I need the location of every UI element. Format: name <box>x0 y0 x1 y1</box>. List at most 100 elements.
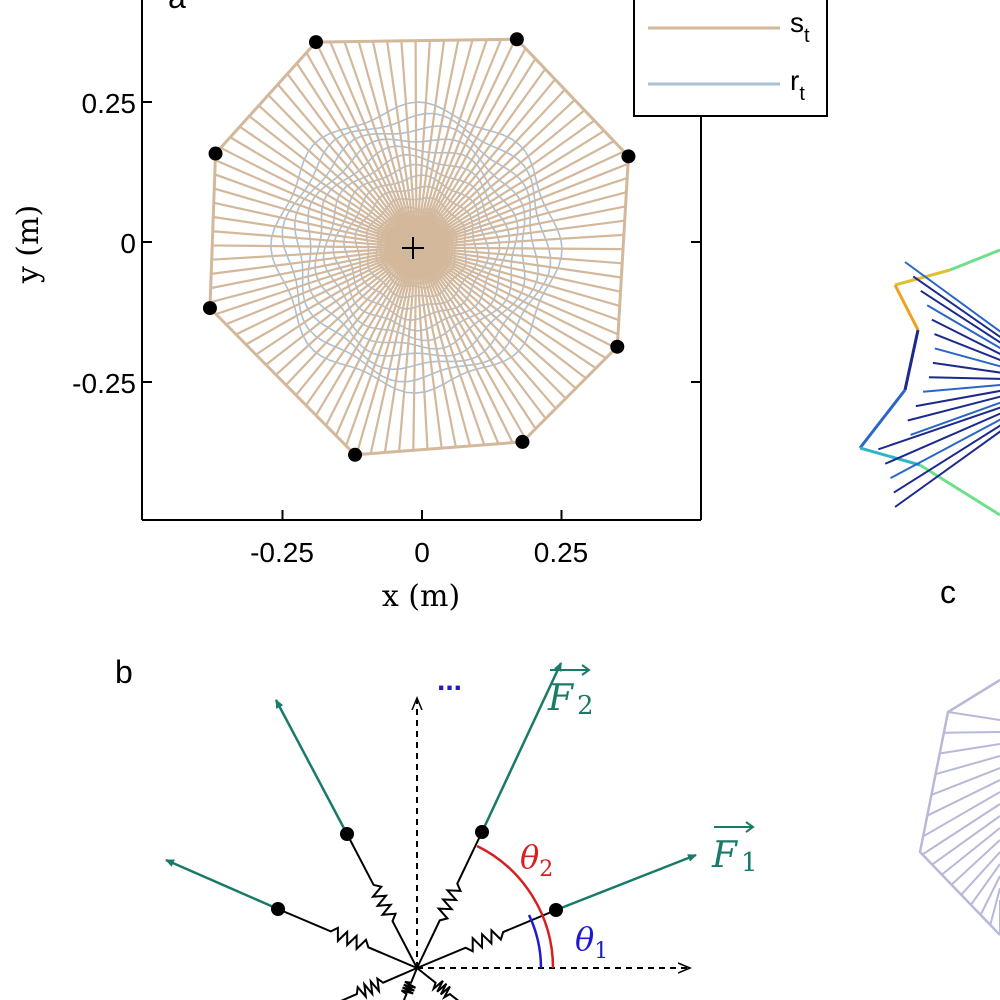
s-spoke-61 <box>345 247 418 447</box>
s-spoke-82 <box>213 201 417 249</box>
star-spoke-2 <box>920 289 1000 344</box>
node-arm-4 <box>271 902 285 916</box>
c-spoke-6 <box>922 791 1000 838</box>
s-spoke-53 <box>415 247 457 448</box>
s-inner-ring-2 <box>387 218 446 277</box>
anchor-point-2 <box>621 149 636 164</box>
anchor-point-4 <box>515 434 530 449</box>
star-spoke-16 <box>893 424 1000 494</box>
node-arm-3 <box>340 827 354 841</box>
theta-2-arc <box>476 844 555 969</box>
c-spoke-5 <box>926 779 1000 817</box>
panel-label-a: a <box>168 0 186 15</box>
s-spoke-56 <box>412 247 418 451</box>
s-spoke-14 <box>415 38 517 249</box>
plot-a <box>141 0 702 521</box>
c-spoke-2 <box>939 743 1000 755</box>
c-spoke-8 <box>931 815 1000 866</box>
s-spoke-57 <box>397 247 418 452</box>
s-spoke-15 <box>415 47 527 249</box>
panel-label-b: b <box>115 654 133 690</box>
s-spoke-67 <box>285 246 418 386</box>
star-spoke-11 <box>907 395 1000 422</box>
xtick-label-0.25: 0.25 <box>534 537 589 568</box>
ytick-label-0.25: 0.25 <box>82 88 137 119</box>
star-edge-1 <box>894 268 951 287</box>
star-spoke-1 <box>912 275 1000 339</box>
s-spoke-30 <box>416 219 625 249</box>
s-spoke-54 <box>415 247 443 449</box>
star-edge-2 <box>893 284 920 331</box>
s-spoke-62 <box>335 247 418 437</box>
anchor-point-3 <box>610 339 625 354</box>
s-spoke-6 <box>400 40 418 248</box>
anchor-point-0 <box>308 35 323 50</box>
s-spoke-70 <box>255 246 418 356</box>
s-spoke-71 <box>245 246 417 346</box>
s-spoke-68 <box>275 246 418 376</box>
s-spoke-80 <box>212 230 417 249</box>
s-spoke-81 <box>213 215 417 249</box>
star-spoke-7 <box>932 361 1000 374</box>
theta-1-label: θ1 <box>575 920 608 964</box>
s-spoke-9 <box>415 40 446 248</box>
ytick-label-neg-0.25: -0.25 <box>72 368 136 399</box>
c-spoke-14 <box>989 887 1000 926</box>
s-spoke-31 <box>416 233 624 249</box>
panel-c-mesh-partial <box>918 678 1000 936</box>
s-inner-ring-1 <box>395 226 438 269</box>
force-arrow-arm-4 <box>165 858 279 911</box>
x-axis-label: x (m) <box>382 579 460 614</box>
s-spoke-73 <box>225 246 417 326</box>
s-spoke-34 <box>416 246 622 279</box>
star-spoke-9 <box>922 383 1000 393</box>
xtick-label-0: 0 <box>414 537 430 568</box>
star-spoke-17 <box>894 430 1000 508</box>
star-edge-5 <box>859 446 921 467</box>
s-spoke-95 <box>305 52 418 249</box>
panel-label-c: c <box>940 574 956 610</box>
s-spoke-79 <box>212 244 417 249</box>
node-arm-2 <box>475 825 489 839</box>
c-spoke-7 <box>921 803 1000 856</box>
anchor-point-5 <box>348 447 363 462</box>
s-spoke-35 <box>416 246 621 293</box>
force-arrow-arm-3 <box>274 699 349 835</box>
center-marker <box>402 237 424 259</box>
ellipsis: ... <box>437 664 462 697</box>
anchor-points <box>202 32 636 462</box>
s-t-series <box>208 37 630 457</box>
s-spoke-33 <box>416 246 623 265</box>
legend: st rt <box>633 0 828 117</box>
anchor-point-1 <box>509 32 524 47</box>
s-spoke-51 <box>415 247 486 446</box>
ytick-label-0: 0 <box>120 228 136 259</box>
s-spoke-26 <box>416 162 629 249</box>
s-spoke-58 <box>383 247 418 453</box>
s-spoke-16 <box>415 58 537 249</box>
springs <box>165 662 697 1000</box>
spring-arm-5 <box>340 967 418 1000</box>
spring-arm-2 <box>416 831 483 969</box>
s-spoke-39 <box>415 246 617 350</box>
star-spoke-3 <box>926 304 1000 350</box>
spring-arm-4 <box>277 908 418 969</box>
spring-arm-3 <box>346 833 418 969</box>
s-spoke-63 <box>325 247 418 426</box>
anchor-point-7 <box>208 146 223 161</box>
star-spoke-13 <box>878 406 1000 451</box>
c-outline <box>918 678 1000 936</box>
c-spoke-4 <box>931 767 1000 796</box>
star-spoke-6 <box>934 347 1000 368</box>
spring-arm-7 <box>400 967 418 1000</box>
s-spoke-8 <box>415 40 431 248</box>
s-spoke-5 <box>386 40 418 248</box>
s-spoke-77 <box>211 246 417 275</box>
spring-arm-6 <box>416 967 459 1000</box>
s-spoke-52 <box>415 247 472 447</box>
y-axis-label: y (m) <box>11 205 46 284</box>
s-spoke-24 <box>415 140 615 249</box>
s-inner-ring-3 <box>379 210 454 285</box>
